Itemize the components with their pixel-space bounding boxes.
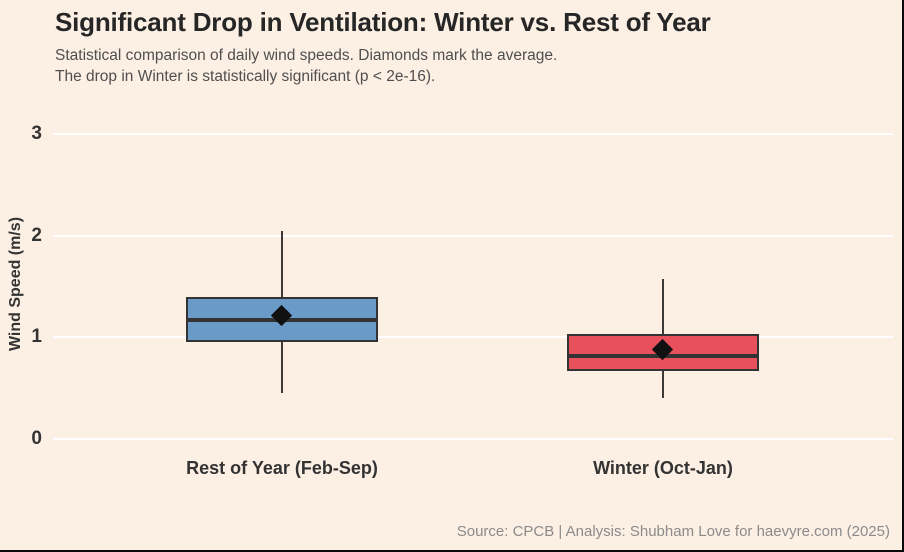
category-label-0: Rest of Year (Feb-Sep) <box>186 458 378 478</box>
y-tick-label-2: 2 <box>31 224 42 246</box>
figure-title: Significant Drop in Ventilation: Winter … <box>55 7 711 37</box>
category-label-1: Winter (Oct-Jan) <box>593 458 733 478</box>
source-credit: Source: CPCB | Analysis: Shubham Love fo… <box>456 523 890 540</box>
subtitle-line-1: Statistical comparison of daily wind spe… <box>55 47 558 64</box>
gridline-y-0 <box>53 438 893 440</box>
y-tick-label-0: 0 <box>31 428 42 449</box>
gridline-y-2 <box>53 234 893 237</box>
figure-subtitle: Statistical comparison of daily wind spe… <box>55 45 557 87</box>
gridline-y-3 <box>53 132 893 135</box>
gridline-y-1 <box>53 336 893 339</box>
y-tick-label-3: 3 <box>31 122 42 144</box>
subtitle-line-2: The drop in Winter is statistically sign… <box>55 68 436 85</box>
y-tick-label-1: 1 <box>31 326 42 348</box>
